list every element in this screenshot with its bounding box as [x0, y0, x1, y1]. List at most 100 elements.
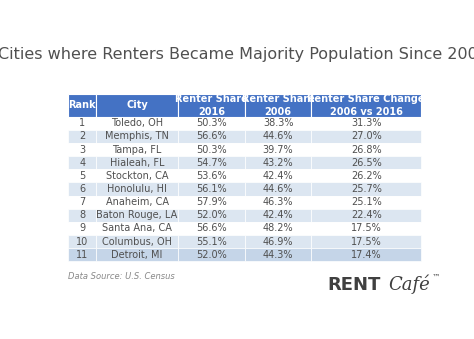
- Text: 53.6%: 53.6%: [196, 171, 227, 181]
- Bar: [96, 222, 178, 235]
- Bar: [245, 248, 311, 261]
- Text: 39.7%: 39.7%: [263, 145, 293, 155]
- Bar: [68, 130, 96, 143]
- Text: 56.1%: 56.1%: [196, 184, 227, 194]
- Bar: [311, 94, 421, 117]
- Text: Renter Share Change
2006 vs 2016: Renter Share Change 2006 vs 2016: [308, 94, 425, 117]
- Bar: [178, 94, 245, 117]
- Text: 10: 10: [76, 237, 88, 246]
- Bar: [311, 209, 421, 222]
- Bar: [68, 94, 96, 117]
- Text: 17.5%: 17.5%: [351, 223, 382, 234]
- Text: 44.3%: 44.3%: [263, 250, 293, 260]
- Bar: [245, 235, 311, 248]
- Bar: [178, 196, 245, 209]
- Text: Toledo, OH: Toledo, OH: [111, 118, 163, 128]
- Text: Rank: Rank: [68, 100, 96, 111]
- Bar: [96, 130, 178, 143]
- Text: Honolulu, HI: Honolulu, HI: [107, 184, 167, 194]
- Bar: [245, 182, 311, 196]
- Text: Renter Share
2016: Renter Share 2016: [175, 94, 248, 117]
- Bar: [311, 196, 421, 209]
- Text: 2: 2: [79, 132, 85, 141]
- Bar: [68, 248, 96, 261]
- Bar: [178, 130, 245, 143]
- Bar: [178, 169, 245, 182]
- Text: 5: 5: [79, 171, 85, 181]
- Bar: [245, 196, 311, 209]
- Bar: [68, 196, 96, 209]
- Text: Data Source: U.S. Census: Data Source: U.S. Census: [68, 273, 175, 281]
- Bar: [96, 169, 178, 182]
- Text: 46.3%: 46.3%: [263, 197, 293, 207]
- Bar: [178, 235, 245, 248]
- Text: 17.5%: 17.5%: [351, 237, 382, 246]
- Text: Baton Rouge, LA: Baton Rouge, LA: [96, 210, 178, 220]
- Bar: [245, 94, 311, 117]
- Bar: [96, 209, 178, 222]
- Text: Columbus, OH: Columbus, OH: [102, 237, 172, 246]
- Text: 25.7%: 25.7%: [351, 184, 382, 194]
- Text: 6: 6: [79, 184, 85, 194]
- Text: 25.1%: 25.1%: [351, 197, 382, 207]
- Text: Stockton, CA: Stockton, CA: [106, 171, 168, 181]
- Text: 50.3%: 50.3%: [196, 118, 227, 128]
- Text: Tampa, FL: Tampa, FL: [112, 145, 162, 155]
- Text: 38.3%: 38.3%: [263, 118, 293, 128]
- Text: 11: 11: [76, 250, 88, 260]
- Text: 22.4%: 22.4%: [351, 210, 382, 220]
- Bar: [311, 156, 421, 169]
- Bar: [311, 222, 421, 235]
- Text: 44.6%: 44.6%: [263, 132, 293, 141]
- Text: 55.1%: 55.1%: [196, 237, 227, 246]
- Text: 3: 3: [79, 145, 85, 155]
- Text: 8: 8: [79, 210, 85, 220]
- Bar: [96, 182, 178, 196]
- Bar: [178, 209, 245, 222]
- Bar: [68, 169, 96, 182]
- Bar: [311, 182, 421, 196]
- Bar: [96, 235, 178, 248]
- Text: 44.6%: 44.6%: [263, 184, 293, 194]
- Bar: [178, 182, 245, 196]
- Text: ™: ™: [432, 273, 440, 281]
- Bar: [245, 117, 311, 130]
- Bar: [245, 209, 311, 222]
- Text: Cities where Renters Became Majority Population Since 2006: Cities where Renters Became Majority Pop…: [0, 47, 474, 62]
- Text: Hialeah, FL: Hialeah, FL: [110, 158, 164, 168]
- Text: RENT: RENT: [328, 276, 381, 294]
- Text: 57.9%: 57.9%: [196, 197, 227, 207]
- Bar: [178, 222, 245, 235]
- Text: Santa Ana, CA: Santa Ana, CA: [102, 223, 172, 234]
- Bar: [245, 130, 311, 143]
- Text: Renter Share
2006: Renter Share 2006: [242, 94, 314, 117]
- Text: 42.4%: 42.4%: [263, 210, 293, 220]
- Text: Café: Café: [388, 275, 430, 295]
- Text: 56.6%: 56.6%: [196, 223, 227, 234]
- Bar: [68, 182, 96, 196]
- Bar: [311, 143, 421, 156]
- Text: 56.6%: 56.6%: [196, 132, 227, 141]
- Bar: [178, 248, 245, 261]
- Bar: [311, 235, 421, 248]
- Bar: [68, 117, 96, 130]
- Bar: [96, 94, 178, 117]
- Text: 48.2%: 48.2%: [263, 223, 293, 234]
- Bar: [68, 156, 96, 169]
- Bar: [68, 235, 96, 248]
- Text: Anaheim, CA: Anaheim, CA: [106, 197, 168, 207]
- Bar: [96, 196, 178, 209]
- Text: 42.4%: 42.4%: [263, 171, 293, 181]
- Text: 4: 4: [79, 158, 85, 168]
- Text: 46.9%: 46.9%: [263, 237, 293, 246]
- Bar: [311, 169, 421, 182]
- Text: 7: 7: [79, 197, 85, 207]
- Bar: [96, 248, 178, 261]
- Text: City: City: [126, 100, 148, 111]
- Text: 31.3%: 31.3%: [351, 118, 382, 128]
- Bar: [178, 117, 245, 130]
- Bar: [68, 222, 96, 235]
- Bar: [96, 143, 178, 156]
- Bar: [245, 169, 311, 182]
- Bar: [245, 222, 311, 235]
